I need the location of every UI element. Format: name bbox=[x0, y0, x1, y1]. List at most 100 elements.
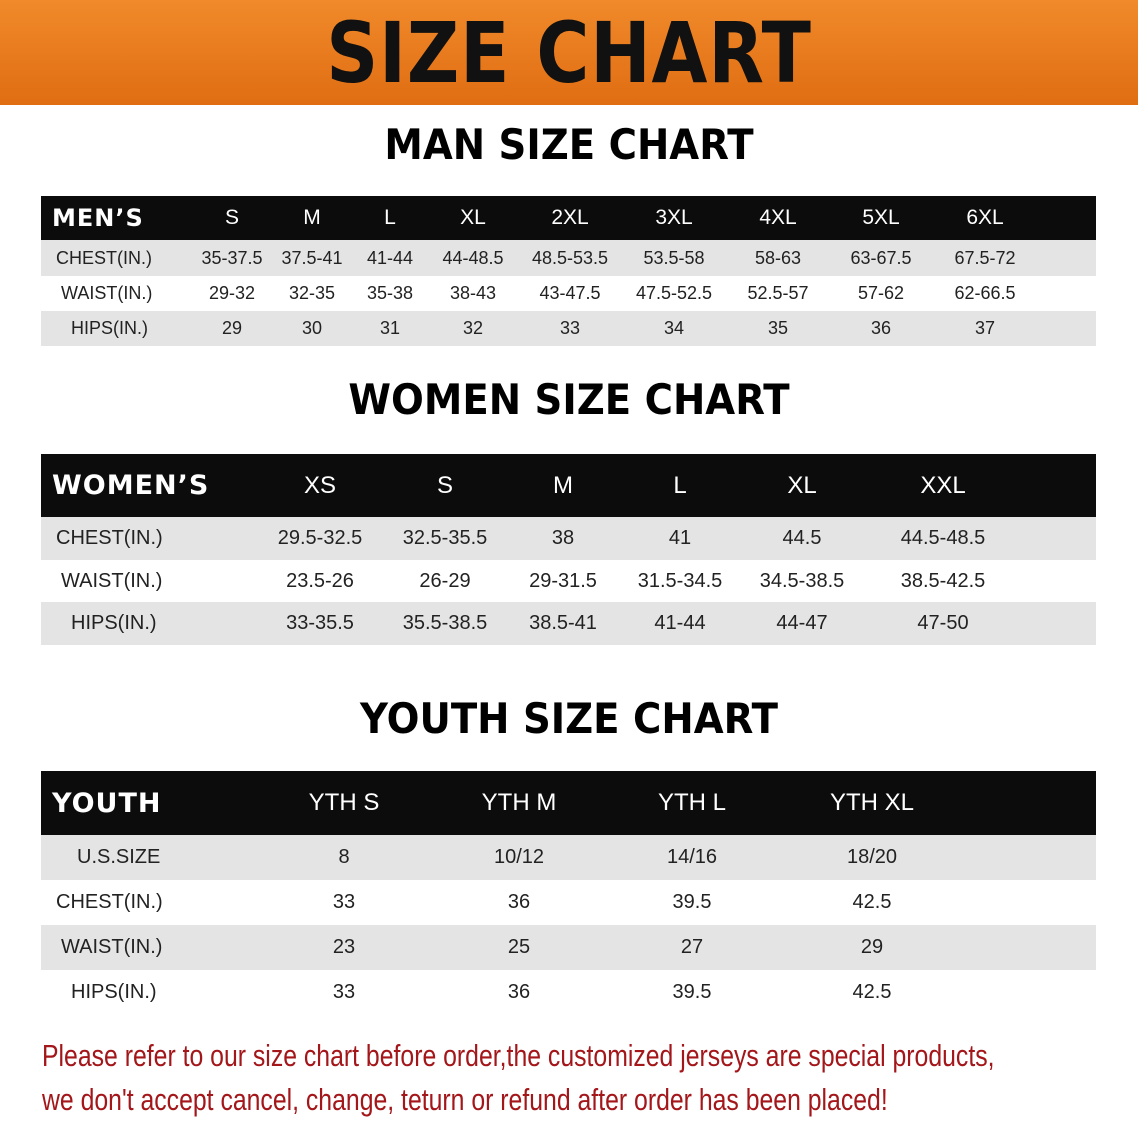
table-row: CHEST(IN.) 35-37.5 37.5-41 41-44 44-48.5 48.5… bbox=[41, 240, 1096, 276]
table-cell: 33 bbox=[559, 318, 581, 338]
table-cell: 30 bbox=[301, 318, 323, 338]
table-cell: 53.5-58 bbox=[643, 247, 705, 268]
table-cell: 48.5-53.5 bbox=[531, 247, 609, 268]
size-header: YTH S bbox=[308, 789, 380, 816]
table-cell: 29-31.5 bbox=[529, 569, 597, 592]
table-cell: 23 bbox=[332, 936, 356, 958]
size-header: YTH M bbox=[481, 789, 557, 816]
table-cell: 34 bbox=[663, 318, 685, 338]
size-header: XS bbox=[303, 471, 336, 499]
table-cell: 41-44 bbox=[654, 612, 706, 634]
table-row: HIPS(IN.) 33-35.5 35.5-38.5 38.5-41 41-44 44-… bbox=[41, 602, 1096, 645]
size-header: L bbox=[384, 206, 396, 229]
women-section-title: WOMEN SIZE CHART bbox=[348, 375, 790, 424]
table-cell: 36 bbox=[870, 318, 892, 338]
size-header: S bbox=[224, 206, 239, 229]
table-row: WAIST(IN.) 29-32 32-35 35-38 38-43 43-47.5 47.… bbox=[41, 276, 1096, 311]
size-header: M bbox=[553, 471, 573, 499]
table-cell: 8 bbox=[338, 846, 350, 868]
table-cell: 42.5 bbox=[852, 981, 892, 1003]
table-cell: 14/16 bbox=[666, 846, 718, 868]
table-row: WAIST(IN.) 23 25 27 29 bbox=[41, 925, 1096, 970]
table-cell: 35 bbox=[767, 318, 789, 338]
policy-note-line-2: we don't accept cancel, change, teturn o… bbox=[42, 1082, 888, 1117]
size-header: S bbox=[436, 471, 453, 499]
table-cell: 44.5-48.5 bbox=[900, 527, 986, 549]
table-cell: 23.5-26 bbox=[286, 569, 354, 592]
table-cell: 52.5-57 bbox=[747, 283, 809, 303]
table-cell: 37 bbox=[974, 318, 996, 338]
table-cell: 39.5 bbox=[672, 891, 712, 913]
banner: SIZE CHART bbox=[0, 0, 1138, 105]
size-header: YTH XL bbox=[829, 789, 915, 816]
table-cell: 29 bbox=[860, 936, 884, 958]
table-cell: 26-29 bbox=[419, 569, 471, 592]
table-cell: 47.5-52.5 bbox=[635, 283, 713, 303]
row-label: WAIST(IN.) bbox=[61, 936, 163, 958]
table-cell: 31 bbox=[379, 318, 401, 338]
size-header: XXL bbox=[920, 471, 966, 499]
table-row: HIPS(IN.) 33 36 39.5 42.5 bbox=[41, 970, 1096, 1015]
table-cell: 32 bbox=[462, 318, 484, 338]
men-header-row: MEN’S S M L XL 2XL 3XL 4XL 5XL 6XL bbox=[41, 196, 1096, 240]
table-cell: 38-43 bbox=[449, 283, 497, 303]
table-cell: 41 bbox=[668, 527, 692, 549]
size-header: 3XL bbox=[655, 206, 693, 229]
row-label: HIPS(IN.) bbox=[71, 981, 157, 1003]
table-cell: 37.5-41 bbox=[281, 247, 343, 268]
table-cell: 35-38 bbox=[366, 283, 414, 303]
table-cell: 58-63 bbox=[754, 247, 802, 268]
youth-header-row: YOUTH YTH S YTH M YTH L YTH XL bbox=[41, 771, 1096, 835]
table-cell: 33 bbox=[332, 981, 356, 1003]
table-cell: 36 bbox=[507, 891, 531, 913]
men-corner-label: MEN’S bbox=[52, 204, 144, 232]
table-cell: 43-47.5 bbox=[539, 283, 601, 303]
table-cell: 41-44 bbox=[366, 247, 414, 268]
size-header: L bbox=[673, 471, 687, 499]
size-header: M bbox=[303, 206, 321, 229]
row-label: HIPS(IN.) bbox=[71, 318, 149, 338]
table-cell: 35.5-38.5 bbox=[402, 612, 488, 634]
table-cell: 44-47 bbox=[776, 612, 828, 634]
table-cell: 38 bbox=[551, 527, 575, 549]
table-cell: 31.5-34.5 bbox=[637, 569, 723, 592]
size-header: 6XL bbox=[966, 206, 1004, 229]
women-corner-label: WOMEN’S bbox=[52, 470, 210, 501]
row-label: CHEST(IN.) bbox=[56, 527, 163, 549]
table-cell: 32-35 bbox=[288, 283, 336, 303]
table-row: CHEST(IN.) 33 36 39.5 42.5 bbox=[41, 880, 1096, 925]
row-label: WAIST(IN.) bbox=[61, 569, 163, 592]
table-cell: 44.5 bbox=[782, 527, 822, 549]
table-cell: 44-48.5 bbox=[442, 247, 504, 268]
youth-corner-label: YOUTH bbox=[52, 787, 162, 819]
table-cell: 29.5-32.5 bbox=[277, 527, 363, 549]
size-header: XL bbox=[460, 206, 486, 229]
policy-note-line-1: Please refer to our size chart before or… bbox=[42, 1038, 995, 1073]
youth-section-title: YOUTH SIZE CHART bbox=[359, 694, 779, 743]
row-label: HIPS(IN.) bbox=[71, 612, 157, 634]
table-row: WAIST(IN.) 23.5-26 26-29 29-31.5 31.5-34.5 34… bbox=[41, 560, 1096, 602]
table-cell: 33 bbox=[332, 891, 356, 913]
size-header: YTH L bbox=[657, 789, 726, 816]
table-cell: 38.5-42.5 bbox=[900, 569, 986, 592]
table-cell: 18/20 bbox=[846, 846, 898, 868]
table-cell: 29 bbox=[221, 318, 243, 338]
row-label: CHEST(IN.) bbox=[56, 891, 163, 913]
table-cell: 38.5-41 bbox=[529, 612, 597, 634]
banner-title: SIZE CHART bbox=[326, 4, 812, 102]
table-cell: 32.5-35.5 bbox=[402, 527, 488, 549]
row-label: U.S.SIZE bbox=[77, 846, 161, 868]
women-header-row: WOMEN’S XS S M L XL XXL bbox=[41, 454, 1096, 517]
table-cell: 36 bbox=[507, 981, 531, 1003]
table-cell: 39.5 bbox=[672, 981, 712, 1003]
table-cell: 35-37.5 bbox=[201, 247, 263, 268]
table-cell: 63-67.5 bbox=[850, 247, 912, 268]
table-cell: 47-50 bbox=[917, 612, 969, 634]
table-cell: 34.5-38.5 bbox=[759, 569, 845, 592]
size-header: 4XL bbox=[759, 206, 797, 229]
table-cell: 57-62 bbox=[857, 283, 905, 303]
table-row: CHEST(IN.) 29.5-32.5 32.5-35.5 38 41 44.5 44.5… bbox=[41, 517, 1096, 560]
table-cell: 67.5-72 bbox=[954, 247, 1016, 268]
row-label: CHEST(IN.) bbox=[56, 247, 152, 268]
size-header: XL bbox=[787, 471, 817, 499]
